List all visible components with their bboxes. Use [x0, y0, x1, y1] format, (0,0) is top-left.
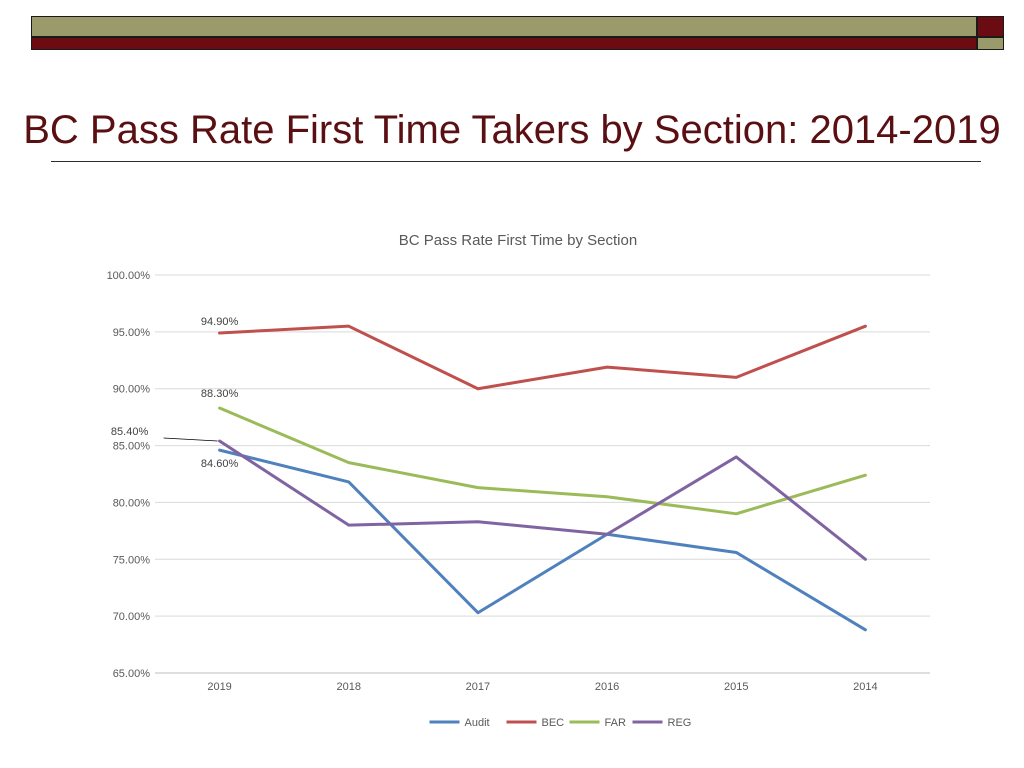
header-red-square: [977, 16, 1004, 37]
header-red-bar: [31, 37, 977, 50]
legend-label: BEC: [542, 717, 565, 729]
y-tick-label: 75.00%: [113, 554, 151, 566]
y-tick-label: 95.00%: [113, 327, 151, 339]
x-tick-label: 2018: [337, 681, 361, 693]
data-labels: 94.90% 88.30% 85.40% 84.60%: [111, 316, 239, 470]
series-line-reg: [218, 439, 867, 561]
series-line-audit: [218, 448, 867, 632]
legend-label: Audit: [465, 717, 490, 729]
legend: Audit BEC FAR REG: [429, 717, 692, 729]
title-divider: [51, 161, 981, 162]
y-tick-label: 100.00%: [107, 270, 151, 282]
gridlines: [155, 274, 930, 674]
x-tick-label: 2017: [466, 681, 490, 693]
header-olive-bar: [31, 16, 977, 37]
data-label: 84.60%: [201, 458, 239, 470]
x-axis-ticks: 2019 2018 2017 2016 2015 2014: [207, 681, 877, 693]
series-line-bec: [218, 324, 867, 391]
y-tick-label: 85.00%: [113, 441, 151, 453]
data-label: 88.30%: [201, 388, 239, 400]
series-line-far: [218, 406, 867, 516]
y-tick-label: 70.00%: [113, 611, 151, 623]
y-tick-label: 90.00%: [113, 384, 151, 396]
slide-title: BC Pass Rate First Time Takers by Sectio…: [23, 108, 1001, 152]
y-tick-label: 80.00%: [113, 497, 151, 509]
data-label: 94.90%: [201, 316, 239, 328]
x-tick-label: 2015: [724, 681, 748, 693]
legend-label: REG: [668, 717, 692, 729]
data-label-leader: [163, 437, 218, 442]
y-tick-label: 65.00%: [113, 668, 151, 680]
header-olive-square: [977, 37, 1004, 50]
series-lines: [218, 324, 867, 632]
y-axis-ticks: 100.00% 95.00% 90.00% 85.00% 80.00% 75.00% 70.…: [107, 270, 151, 680]
x-tick-label: 2014: [853, 681, 877, 693]
chart-title: BC Pass Rate First Time by Section: [399, 232, 637, 249]
legend-label: FAR: [605, 717, 626, 729]
data-label: 85.40%: [111, 426, 149, 438]
x-tick-label: 2016: [595, 681, 619, 693]
x-tick-label: 2019: [207, 681, 231, 693]
